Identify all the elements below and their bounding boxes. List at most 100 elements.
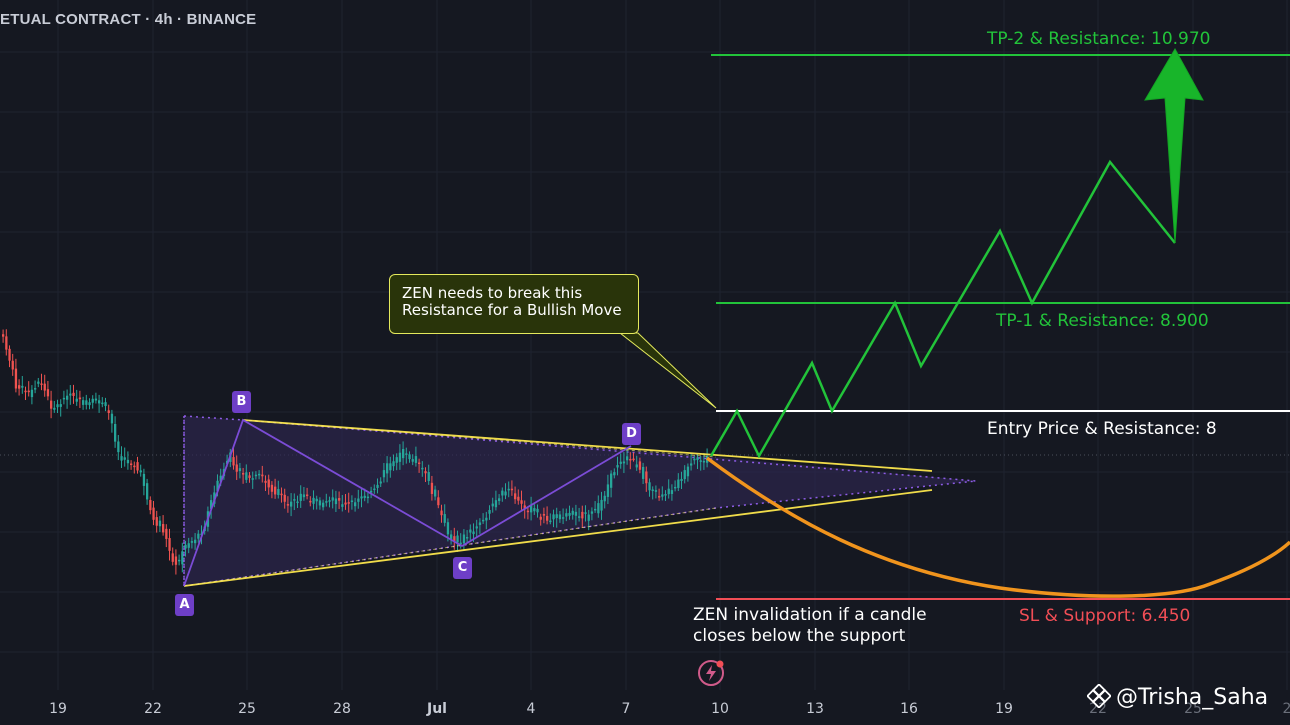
binance-logo-icon: [1087, 684, 1111, 708]
symbol-header: ETUAL CONTRACT · 4h · BINANCE: [0, 11, 257, 28]
candle-body: [107, 410, 110, 414]
candle-body: [56, 404, 59, 408]
candle-body: [683, 470, 686, 480]
candle-body: [5, 336, 8, 350]
candle-body: [619, 461, 622, 464]
candle-body: [488, 509, 491, 514]
candle-body: [459, 542, 462, 545]
candle-body: [165, 528, 168, 539]
candle-body: [405, 453, 408, 455]
x-tick-label: 4: [527, 701, 536, 717]
candle-body: [24, 390, 27, 393]
candle-body: [699, 460, 702, 462]
candle-body: [334, 498, 338, 505]
grid-lines: [0, 0, 1290, 690]
candle-body: [392, 461, 395, 467]
candle-body: [18, 385, 21, 389]
candle-body: [114, 423, 117, 442]
candle-body: [670, 490, 674, 494]
candle-body: [2, 334, 5, 337]
candle-body: [603, 495, 606, 502]
candle-body: [72, 392, 75, 396]
candle-body: [536, 508, 539, 513]
x-tick-label: Jul: [426, 701, 447, 717]
candle-body: [606, 484, 610, 497]
candle-body: [437, 497, 440, 506]
candle-body: [197, 533, 200, 539]
candle-body: [277, 489, 280, 496]
candle-body: [565, 513, 568, 517]
candle-body: [133, 465, 136, 468]
candle-body: [510, 488, 514, 491]
x-tick-label: 7: [622, 701, 631, 717]
bullish-projection-path[interactable]: [709, 159, 1176, 459]
candle-body: [530, 504, 533, 513]
candle-body: [152, 507, 155, 520]
candle-body: [632, 458, 635, 461]
candle-body: [306, 494, 309, 497]
candle-body: [168, 538, 171, 551]
candle-body: [142, 473, 146, 486]
lightning-icon[interactable]: [697, 659, 725, 687]
candle-body: [40, 383, 43, 385]
candle-body: [318, 500, 322, 506]
candle-body: [120, 456, 123, 461]
bearish-projection-curve[interactable]: [705, 456, 1290, 598]
candle-body: [101, 402, 104, 405]
candle-body: [242, 473, 245, 475]
candle-body: [680, 478, 683, 482]
candle-body: [66, 395, 69, 400]
point-a-label[interactable]: A: [175, 594, 194, 616]
candle-body: [248, 475, 251, 478]
callout-pointer: [618, 332, 717, 409]
candle-body: [456, 535, 459, 543]
candle-body: [578, 516, 581, 518]
x-tick-label: 16: [900, 701, 918, 717]
candle-body: [475, 526, 478, 529]
candle-body: [370, 490, 373, 493]
candle-body: [366, 496, 370, 499]
candle-body: [421, 467, 424, 470]
candle-body: [562, 517, 565, 519]
point-c-label[interactable]: C: [453, 557, 472, 579]
candle-body: [658, 496, 661, 498]
candle-body: [645, 471, 648, 484]
candle-body: [574, 511, 578, 516]
candle-body: [245, 472, 248, 480]
candle-body: [50, 400, 53, 409]
candle-body: [130, 463, 133, 465]
candle-body: [418, 462, 421, 465]
candle-body: [290, 501, 293, 507]
candle-body: [498, 498, 501, 501]
candle-body: [382, 470, 386, 478]
candle-body: [373, 488, 376, 491]
lower-trendline[interactable]: [183, 489, 933, 587]
candle-body: [501, 490, 504, 496]
breakout-callout[interactable]: ZEN needs to break this Resistance for a…: [389, 274, 639, 334]
candle-body: [104, 402, 107, 407]
candle-body: [341, 504, 344, 507]
candle-body: [696, 457, 699, 461]
x-tick-label: 25: [1184, 701, 1202, 717]
author-watermark: @Trisha_Saha: [1116, 685, 1269, 710]
candle-body: [238, 468, 242, 472]
candle-body: [302, 494, 306, 498]
candle-body: [482, 519, 485, 522]
candle-body: [62, 397, 66, 400]
candle-body: [27, 390, 30, 393]
x-tick-label: 19: [995, 701, 1013, 717]
abcd-pattern-line[interactable]: [183, 418, 632, 587]
x-tick-label: 19: [49, 701, 67, 717]
candle-body: [674, 486, 677, 489]
candle-body: [98, 400, 101, 404]
candle-body: [322, 502, 325, 508]
candle-body: [69, 393, 72, 396]
point-d-label[interactable]: D: [622, 423, 641, 445]
triangle-fill: [184, 416, 976, 586]
candle-body: [386, 463, 389, 474]
candle-body: [635, 464, 638, 468]
x-tick-label: 2: [1283, 701, 1290, 717]
point-b-label[interactable]: B: [232, 391, 251, 413]
